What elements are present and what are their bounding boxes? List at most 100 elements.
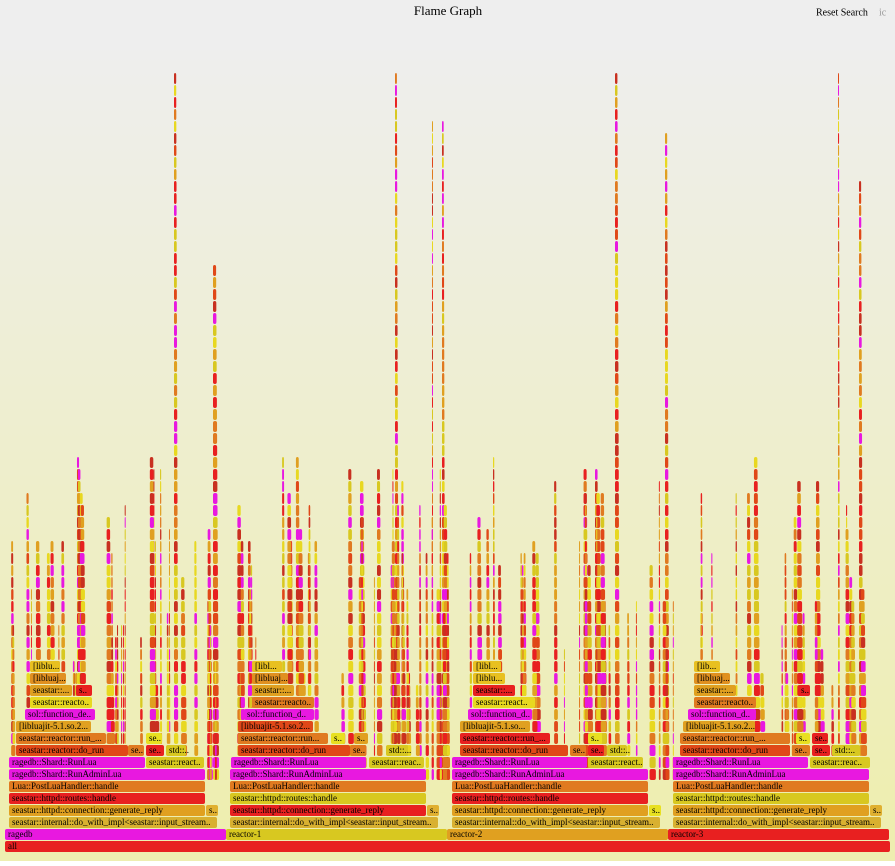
frame[interactable]: ragedb::Shard::RunAdminLua: [230, 769, 426, 780]
frame[interactable]: s..: [588, 733, 602, 744]
frame[interactable]: sol::function_d..: [244, 709, 314, 720]
frame[interactable]: se..: [570, 745, 586, 756]
frame[interactable]: std::..: [166, 745, 189, 756]
frame[interactable]: [liblu...: [473, 673, 505, 684]
frame[interactable]: seastar::httpd::routes::handle: [673, 793, 869, 804]
frame[interactable]: seastar::react..: [588, 757, 643, 768]
frame[interactable]: se..: [146, 733, 162, 744]
frame[interactable]: seastar::reacto..: [694, 697, 756, 708]
frame[interactable]: se..: [350, 745, 366, 756]
frame[interactable]: Lua::PostLuaHandler::handle: [230, 781, 426, 792]
frame[interactable]: ragedb::Shard::RunLua: [452, 757, 587, 768]
frame[interactable]: Lua::PostLuaHandler::handle: [452, 781, 648, 792]
stack-frame: [406, 721, 410, 732]
frame[interactable]: ragedb::Shard::RunAdminLua: [673, 769, 869, 780]
frame[interactable]: sol::function_de..: [25, 709, 95, 720]
frame[interactable]: seastar::...: [694, 685, 736, 696]
frame-label: seastar::reactor::run...: [241, 733, 319, 743]
frame[interactable]: seastar::httpd::routes::handle: [9, 793, 205, 804]
frame[interactable]: seastar::reactor::run_...: [460, 733, 550, 744]
frame[interactable]: seastar::reacto..: [252, 697, 314, 708]
frame[interactable]: s..: [798, 685, 810, 696]
frame[interactable]: seastar::reactor::do_run: [16, 745, 128, 756]
frame[interactable]: ragedb: [5, 829, 226, 840]
frame[interactable]: [liblu...: [30, 661, 60, 672]
frame[interactable]: std::..: [607, 745, 630, 756]
reset-search[interactable]: Reset Search: [816, 7, 868, 18]
frame[interactable]: ragedb::Shard::RunLua: [231, 757, 366, 768]
frame[interactable]: [libluaj...: [694, 673, 730, 684]
frame[interactable]: s..: [76, 685, 92, 696]
frame[interactable]: [libluaj...: [30, 673, 66, 684]
frame[interactable]: seastar::internal::do_with_impl<seastar:…: [673, 817, 881, 828]
frame[interactable]: seastar::...: [473, 685, 515, 696]
frame[interactable]: ragedb::Shard::RunLua: [673, 757, 808, 768]
frame[interactable]: reactor-3: [668, 829, 889, 840]
frame[interactable]: seastar::react..: [146, 757, 204, 768]
frame[interactable]: ragedb::Shard::RunLua: [9, 757, 145, 768]
frame[interactable]: se..: [588, 745, 604, 756]
frame[interactable]: seastar::...: [30, 685, 72, 696]
frame[interactable]: seastar::reactor::run...: [238, 733, 328, 744]
frame[interactable]: seastar::httpd::connection::generate_rep…: [9, 805, 205, 816]
frame[interactable]: std::..: [832, 745, 860, 756]
frame[interactable]: se..: [146, 745, 164, 756]
frame[interactable]: s..: [649, 805, 661, 816]
frame[interactable]: s..: [427, 805, 439, 816]
frame[interactable]: [libluajit-5.1.so...: [460, 721, 530, 732]
stack-frame: [392, 721, 395, 732]
frame[interactable]: [libluaj...: [252, 673, 288, 684]
frame[interactable]: seastar::reac..: [369, 757, 424, 768]
frame[interactable]: sol::function_d..: [688, 709, 756, 720]
frame[interactable]: [libluajit-5.1.so.2...: [238, 721, 313, 732]
frame[interactable]: reactor-2: [447, 829, 668, 840]
frame[interactable]: se..: [792, 745, 810, 756]
stack-frame: [700, 541, 703, 552]
frame[interactable]: seastar::httpd::routes::handle: [230, 793, 426, 804]
frame[interactable]: [libl...: [473, 661, 501, 672]
frame[interactable]: ragedb::Shard::RunAdminLua: [9, 769, 205, 780]
frame[interactable]: seastar::reacto..: [30, 697, 92, 708]
frame[interactable]: seastar::reactor::run_...: [16, 733, 106, 744]
frame[interactable]: s..: [796, 733, 810, 744]
frame[interactable]: seastar::...: [252, 685, 294, 696]
frame[interactable]: all: [5, 841, 890, 852]
frame[interactable]: seastar::httpd::connection::generate_rep…: [452, 805, 648, 816]
frame[interactable]: [libluajit-5.1.so.2...: [683, 721, 755, 732]
frame[interactable]: ragedb::Shard::RunAdminLua: [452, 769, 648, 780]
frame[interactable]: s..: [870, 805, 882, 816]
stack-frame: [797, 529, 802, 540]
frame[interactable]: seastar::httpd::connection::generate_rep…: [673, 805, 869, 816]
frame[interactable]: s..: [206, 805, 218, 816]
frame[interactable]: sol::function_d..: [468, 709, 532, 720]
stack-frame: [168, 601, 170, 612]
frame[interactable]: std::...: [386, 745, 411, 756]
frame[interactable]: [libluajit-5.1.so.2...: [16, 721, 91, 732]
frame[interactable]: se..: [128, 745, 144, 756]
frame[interactable]: se..: [812, 733, 828, 744]
stack-frame: [658, 613, 661, 624]
stack-frame: [649, 709, 655, 720]
frame[interactable]: seastar::internal::do_with_impl<seastar:…: [452, 817, 660, 828]
frame[interactable]: s..: [354, 733, 368, 744]
frame[interactable]: seastar::reactor::do_run: [238, 745, 350, 756]
frame[interactable]: se..: [812, 745, 830, 756]
frame[interactable]: Lua::PostLuaHandler::handle: [673, 781, 869, 792]
frame[interactable]: seastar::internal::do_with_impl<seastar:…: [230, 817, 438, 828]
frame[interactable]: seastar::reactor::do_run: [460, 745, 568, 756]
frame[interactable]: [lib...: [694, 661, 720, 672]
frame[interactable]: seastar::reactor::do_run: [680, 745, 790, 756]
frame[interactable]: seastar::reactor::run_...: [680, 733, 790, 744]
frame[interactable]: reactor-1: [226, 829, 447, 840]
frame[interactable]: seastar::reac..: [810, 757, 870, 768]
frame[interactable]: seastar::httpd::connection::generate_rep…: [230, 805, 426, 816]
frame[interactable]: [libl...: [252, 661, 282, 672]
frame[interactable]: seastar::internal::do_with_impl<seastar:…: [9, 817, 217, 828]
stack-frame: [58, 625, 60, 636]
stack-frame: [106, 577, 111, 588]
frame[interactable]: seastar::httpd::routes::handle: [452, 793, 648, 804]
stack-frame: [181, 673, 186, 684]
frame[interactable]: seastar::react..: [473, 697, 535, 708]
frame[interactable]: s..: [331, 733, 345, 744]
frame[interactable]: Lua::PostLuaHandler::handle: [9, 781, 205, 792]
